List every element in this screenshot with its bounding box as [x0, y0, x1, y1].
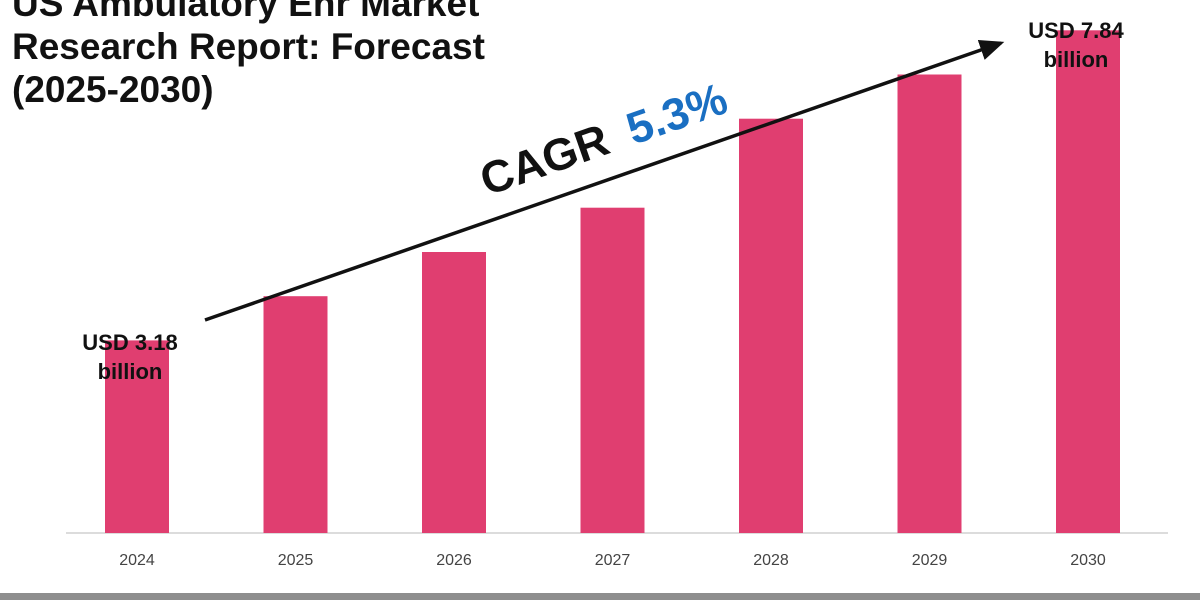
start-value-callout: USD 3.18 billion: [60, 328, 200, 386]
bar-2025: [263, 296, 328, 533]
bar-2026: [422, 252, 486, 533]
x-tick-label-2026: 2026: [436, 552, 472, 569]
cagr-label-text: CAGR: [474, 114, 616, 206]
start-value-line-2: billion: [97, 359, 163, 384]
x-tick-label-2030: 2030: [1070, 552, 1106, 569]
x-tick-label-2027: 2027: [595, 552, 631, 569]
x-tick-label-2029: 2029: [912, 552, 948, 569]
chart-title: US Ambulatory Ehr Market Research Report…: [12, 0, 612, 111]
cagr-label: CAGR 5.3%: [474, 73, 734, 206]
x-tick-label-2028: 2028: [753, 552, 789, 569]
cagr-trend-arrow: [204, 39, 1005, 322]
bar-2030: [1056, 30, 1120, 534]
bar-2029: [897, 74, 962, 533]
x-tick-label-2024: 2024: [119, 552, 155, 569]
chart-title-line-2: Research Report: Forecast: [12, 26, 485, 67]
bottom-border-strip: [0, 593, 1200, 600]
bar-2027: [580, 207, 645, 533]
bar-2024: [105, 340, 169, 533]
bar-2028: [739, 118, 803, 533]
x-tick-label-2025: 2025: [278, 552, 314, 569]
start-value-line-1: USD 3.18: [82, 330, 178, 355]
chart-title-line-3: (2025-2030): [12, 69, 214, 110]
end-value-line-2: billion: [1043, 47, 1109, 72]
chart-title-line-1: US Ambulatory Ehr Market: [12, 0, 480, 24]
end-value-callout: USD 7.84 billion: [1012, 16, 1140, 74]
end-value-line-1: USD 7.84: [1028, 18, 1124, 43]
